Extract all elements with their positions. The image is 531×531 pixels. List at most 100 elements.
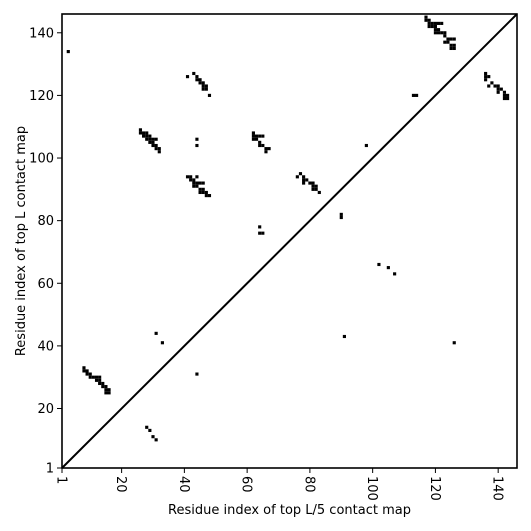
contact-point bbox=[160, 341, 164, 345]
contact-point bbox=[443, 40, 447, 44]
x-tick-label: 140 bbox=[490, 476, 505, 501]
contact-point bbox=[145, 134, 149, 138]
contact-point bbox=[107, 388, 111, 392]
x-tick-label: 60 bbox=[239, 476, 254, 493]
contact-point bbox=[484, 78, 488, 82]
contact-point bbox=[302, 178, 306, 182]
contact-point bbox=[424, 18, 428, 22]
contact-point bbox=[66, 50, 70, 54]
contact-point bbox=[502, 96, 507, 101]
contact-point bbox=[433, 28, 437, 32]
contact-point bbox=[427, 18, 431, 22]
contact-point bbox=[261, 134, 265, 138]
contact-point bbox=[311, 181, 315, 185]
contact-point bbox=[339, 215, 343, 220]
contact-point bbox=[261, 143, 265, 148]
contact-point bbox=[198, 181, 202, 185]
contact-point bbox=[305, 178, 309, 182]
contact-point bbox=[204, 194, 208, 198]
contact-point bbox=[195, 184, 199, 188]
contact-point bbox=[377, 262, 381, 267]
contact-point bbox=[142, 134, 146, 138]
contact-point bbox=[145, 131, 149, 135]
contact-point bbox=[308, 181, 312, 185]
contact-point bbox=[151, 143, 155, 148]
contact-point bbox=[452, 43, 456, 47]
contact-point bbox=[195, 181, 199, 185]
contact-point bbox=[157, 147, 161, 151]
contact-point bbox=[207, 194, 212, 198]
contact-point bbox=[487, 84, 491, 88]
contact-point bbox=[506, 96, 510, 101]
y-tick-label: 40 bbox=[37, 339, 54, 354]
contact-point bbox=[496, 87, 500, 91]
contact-point bbox=[393, 272, 397, 276]
contact-point bbox=[85, 369, 89, 373]
contact-point bbox=[148, 428, 152, 432]
contact-point bbox=[342, 334, 346, 339]
contact-points bbox=[66, 15, 510, 442]
contact-point bbox=[267, 147, 271, 151]
y-tick-label: 120 bbox=[29, 89, 54, 104]
contact-point bbox=[261, 231, 265, 235]
contact-point bbox=[430, 21, 434, 25]
contact-point bbox=[98, 375, 102, 379]
contact-point bbox=[204, 84, 208, 88]
contact-point bbox=[138, 128, 143, 132]
contact-point bbox=[449, 46, 453, 51]
contact-point bbox=[207, 93, 212, 97]
contact-point bbox=[104, 385, 108, 389]
contact-point bbox=[436, 28, 441, 32]
contact-point bbox=[254, 137, 259, 141]
contact-point bbox=[433, 21, 437, 25]
contact-point bbox=[189, 178, 193, 182]
diagonal-line bbox=[61, 13, 518, 469]
contact-point bbox=[195, 75, 199, 79]
y-tick-label: 60 bbox=[37, 277, 54, 292]
contact-point bbox=[151, 435, 155, 439]
contact-point bbox=[411, 93, 416, 97]
contact-point bbox=[145, 425, 149, 429]
contact-point bbox=[185, 75, 190, 79]
contact-point bbox=[251, 137, 255, 141]
y-tick-label: 140 bbox=[29, 26, 54, 41]
contact-point bbox=[148, 137, 152, 141]
plot-frame bbox=[61, 13, 518, 469]
contact-point bbox=[427, 24, 431, 29]
contact-point bbox=[192, 71, 196, 76]
contact-point bbox=[295, 175, 299, 179]
y-axis-label: Residue index of top L contact map bbox=[14, 126, 29, 356]
contact-point bbox=[154, 438, 158, 442]
contact-point bbox=[424, 15, 428, 19]
contact-point bbox=[157, 150, 161, 154]
y-tick-label: 80 bbox=[37, 214, 54, 229]
contact-point bbox=[502, 93, 507, 97]
contact-point bbox=[94, 378, 99, 382]
contact-point bbox=[436, 21, 441, 25]
contact-point bbox=[204, 87, 208, 91]
contact-point bbox=[302, 175, 306, 179]
contact-point bbox=[201, 84, 205, 88]
contact-point bbox=[198, 78, 202, 82]
contact-point bbox=[493, 84, 497, 88]
contact-point bbox=[151, 137, 155, 141]
contact-point bbox=[254, 134, 259, 138]
x-tick-label: 100 bbox=[364, 476, 379, 501]
contact-point bbox=[98, 381, 102, 386]
contact-point bbox=[427, 21, 431, 25]
contact-point bbox=[258, 143, 262, 148]
contact-point bbox=[198, 190, 202, 195]
contact-point bbox=[189, 175, 193, 179]
contact-point bbox=[201, 81, 205, 85]
contact-point bbox=[198, 81, 202, 85]
contact-point bbox=[107, 391, 111, 395]
contact-point bbox=[506, 93, 510, 97]
contact-point bbox=[104, 391, 108, 395]
contact-point bbox=[192, 181, 196, 185]
contact-point bbox=[154, 147, 158, 151]
contact-point bbox=[201, 190, 205, 195]
contact-point bbox=[201, 181, 205, 185]
contact-point bbox=[258, 225, 262, 229]
contact-point bbox=[440, 31, 444, 35]
contact-point bbox=[88, 372, 92, 376]
